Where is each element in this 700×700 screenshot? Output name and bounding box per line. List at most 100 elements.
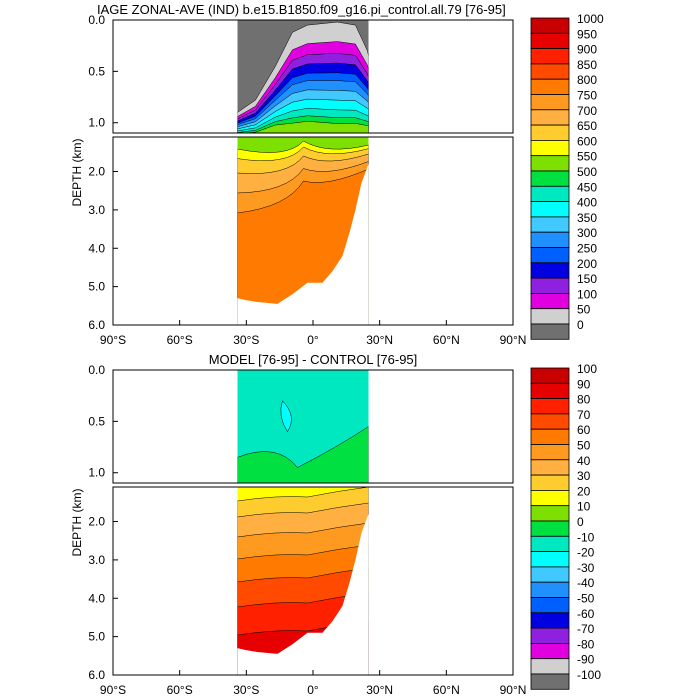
colorbar-label: 70 xyxy=(577,408,591,422)
colorbar-swatch xyxy=(530,489,570,507)
colorbar-label: 20 xyxy=(577,484,591,498)
seafloor-mask xyxy=(237,163,369,325)
colorbar-swatch xyxy=(530,673,570,690)
y-tick-label: 1.0 xyxy=(88,466,105,480)
x-tick-label: 90°N xyxy=(500,683,527,697)
colorbar-label: 600 xyxy=(577,134,597,148)
colorbar-swatch xyxy=(530,398,570,415)
age-band-11 xyxy=(237,121,369,135)
colorbar-label: 750 xyxy=(577,89,597,103)
colorbar-label: 800 xyxy=(577,73,597,87)
y-tick-label: 6.0 xyxy=(88,668,105,682)
colorbar-label: 10 xyxy=(577,500,591,514)
colorbar-swatch xyxy=(530,94,570,111)
x-tick-label: 30°S xyxy=(233,683,259,697)
colorbar-swatch xyxy=(530,124,570,141)
y-axis-label: DEPTH (km) xyxy=(70,489,84,557)
y-tick-label: 5.0 xyxy=(88,280,105,294)
colorbar-swatch xyxy=(530,292,570,310)
upper-axes-frame xyxy=(112,19,514,134)
colorbar-label: 40 xyxy=(577,454,591,468)
colorbar-label: -90 xyxy=(577,653,595,667)
colorbar-swatch xyxy=(530,597,570,614)
colorbar-swatch xyxy=(530,170,570,187)
colorbar-swatch xyxy=(530,216,570,233)
colorbar-label: -60 xyxy=(577,607,595,621)
y-tick-label: 0.5 xyxy=(88,414,105,428)
panel-bottom: MODEL [76-95] - CONTROL [76-95] 0.0 0.5 1.0… xyxy=(70,352,601,697)
x-tick-label: 90°S xyxy=(100,683,126,697)
colorbar-swatch xyxy=(530,139,570,157)
colorbar-swatch xyxy=(530,474,570,491)
colorbar-label: 500 xyxy=(577,165,597,179)
colorbar-swatch xyxy=(530,459,570,476)
panel-top: IAGE ZONAL-AVE (IND) b.e15.B1850.f09_g16… xyxy=(70,2,604,347)
colorbar-swatch xyxy=(530,78,570,95)
colorbar-label: 100 xyxy=(577,362,597,376)
y-tick-label: 4.0 xyxy=(88,241,105,255)
diff-band-2 xyxy=(280,400,292,433)
x-tick-label: 0° xyxy=(307,333,319,347)
colorbar-swatch xyxy=(530,581,570,598)
y-axis-label: DEPTH (km) xyxy=(70,139,84,207)
colorbar-swatch xyxy=(530,566,570,583)
colorbar-label: -30 xyxy=(577,561,595,575)
colorbar-label: 850 xyxy=(577,58,597,72)
colorbar-swatch xyxy=(530,520,570,537)
y-tick-label: 2.0 xyxy=(88,165,105,179)
y-tick-label: 6.0 xyxy=(88,318,105,332)
seafloor-mask xyxy=(237,513,369,675)
x-tick-label: 60°S xyxy=(167,683,193,697)
colorbar-swatch xyxy=(530,308,570,325)
diff-band-1 xyxy=(237,426,369,484)
colorbar-label: 90 xyxy=(577,377,591,391)
colorbar-swatch xyxy=(530,323,570,340)
colorbar-label: -80 xyxy=(577,637,595,651)
colorbar-label: 950 xyxy=(577,27,597,41)
colorbar-label: -50 xyxy=(577,592,595,606)
colorbar-label: 700 xyxy=(577,104,597,118)
chart-title: IAGE ZONAL-AVE (IND) b.e15.B1850.f09_g16… xyxy=(97,2,506,17)
colorbar-swatch xyxy=(530,367,570,384)
x-tick-label: 30°N xyxy=(366,683,393,697)
x-tick-label: 90°N xyxy=(500,333,527,347)
colorbar-swatch xyxy=(530,231,570,248)
colorbar-label: -20 xyxy=(577,546,595,560)
colorbar-swatch xyxy=(530,262,570,279)
colorbar-swatch xyxy=(530,32,570,49)
colorbar-label: 550 xyxy=(577,150,597,164)
colorbar-swatch xyxy=(530,277,570,294)
colorbar-label: 50 xyxy=(577,439,591,453)
x-tick-label: 30°S xyxy=(233,333,259,347)
upper-axes-frame xyxy=(112,369,514,484)
colorbar-swatch xyxy=(530,201,570,218)
colorbar-label: -40 xyxy=(577,576,595,590)
colorbar-label: 1000 xyxy=(577,12,604,26)
colorbar-swatch xyxy=(530,17,570,34)
y-tick-label: 4.0 xyxy=(88,591,105,605)
chart-title: MODEL [76-95] - CONTROL [76-95] xyxy=(209,352,418,367)
colorbar-label: -70 xyxy=(577,622,595,636)
colorbar-swatch xyxy=(530,444,570,461)
colorbar-label: 650 xyxy=(577,119,597,133)
colorbar-swatch xyxy=(530,627,570,644)
colorbar-label: 30 xyxy=(577,469,591,483)
colorbar-label: 350 xyxy=(577,211,597,225)
y-tick-label: 0.0 xyxy=(88,363,105,377)
colorbar-label: 80 xyxy=(577,393,591,407)
x-tick-label: 0° xyxy=(307,683,319,697)
colorbar-label: 400 xyxy=(577,196,597,210)
colorbar-swatch xyxy=(530,247,570,264)
y-tick-label: 3.0 xyxy=(88,203,105,217)
colorbar-swatch xyxy=(530,382,570,399)
x-tick-label: 90°S xyxy=(100,333,126,347)
colorbar-swatch xyxy=(530,428,570,445)
colorbar-label: 50 xyxy=(577,303,591,317)
contour-field xyxy=(237,20,369,325)
y-tick-label: 5.0 xyxy=(88,630,105,644)
colorbar-label: -100 xyxy=(577,668,601,682)
y-tick-label: 0.5 xyxy=(88,64,105,78)
colorbar-swatch xyxy=(530,63,570,80)
colorbar-label: 60 xyxy=(577,423,591,437)
